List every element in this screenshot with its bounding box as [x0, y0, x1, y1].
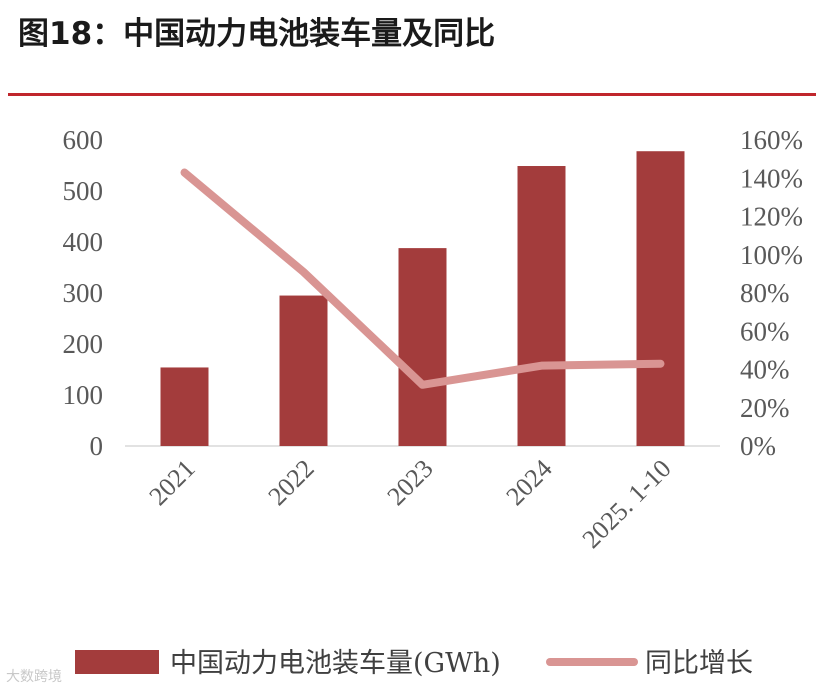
bar — [636, 151, 685, 446]
x-axis-labels: 2021 2022 2023 2024 2025. 1-10 — [143, 454, 676, 554]
category-label: 2022 — [262, 454, 319, 511]
left-tick-label: 200 — [63, 329, 104, 359]
right-tick-label: 0% — [740, 431, 776, 461]
category-label: 2023 — [381, 454, 438, 511]
category-label: 2025. 1-10 — [577, 454, 677, 554]
title-divider — [8, 93, 816, 96]
chart-title: 图18：中国动力电池装车量及同比 — [18, 16, 496, 52]
left-tick-label: 400 — [63, 227, 104, 257]
right-tick-label: 140% — [740, 163, 803, 193]
bar — [160, 367, 209, 446]
legend-bar-label: 中国动力电池装车量(GWh) — [170, 648, 501, 679]
category-label: 2024 — [500, 454, 557, 511]
watermark-text: 大数跨境 — [6, 669, 62, 685]
right-tick-label: 120% — [740, 202, 803, 232]
yoy-line-series — [180, 168, 665, 389]
left-axis: 0 100 200 300 400 500 600 — [63, 125, 104, 461]
right-tick-label: 60% — [740, 316, 790, 346]
legend-bar-swatch — [75, 650, 159, 674]
category-label: 2021 — [143, 454, 200, 511]
bar — [279, 295, 328, 446]
right-tick-label: 100% — [740, 240, 803, 270]
left-tick-label: 0 — [90, 431, 104, 461]
left-tick-label: 500 — [63, 176, 104, 206]
right-tick-label: 80% — [740, 278, 790, 308]
legend: 中国动力电池装车量(GWh) 同比增长 — [75, 648, 753, 679]
left-tick-label: 600 — [63, 125, 104, 155]
right-tick-label: 40% — [740, 355, 790, 385]
legend-line-label: 同比增长 — [645, 648, 753, 679]
left-tick-label: 100 — [63, 380, 104, 410]
right-tick-label: 20% — [740, 393, 790, 423]
bar — [517, 166, 566, 446]
bar — [398, 248, 447, 446]
left-tick-label: 300 — [63, 278, 104, 308]
bar-series — [160, 151, 685, 446]
right-tick-label: 160% — [740, 125, 803, 155]
right-axis: 0% 20% 40% 60% 80% 100% 120% 140% 160% — [740, 125, 803, 461]
